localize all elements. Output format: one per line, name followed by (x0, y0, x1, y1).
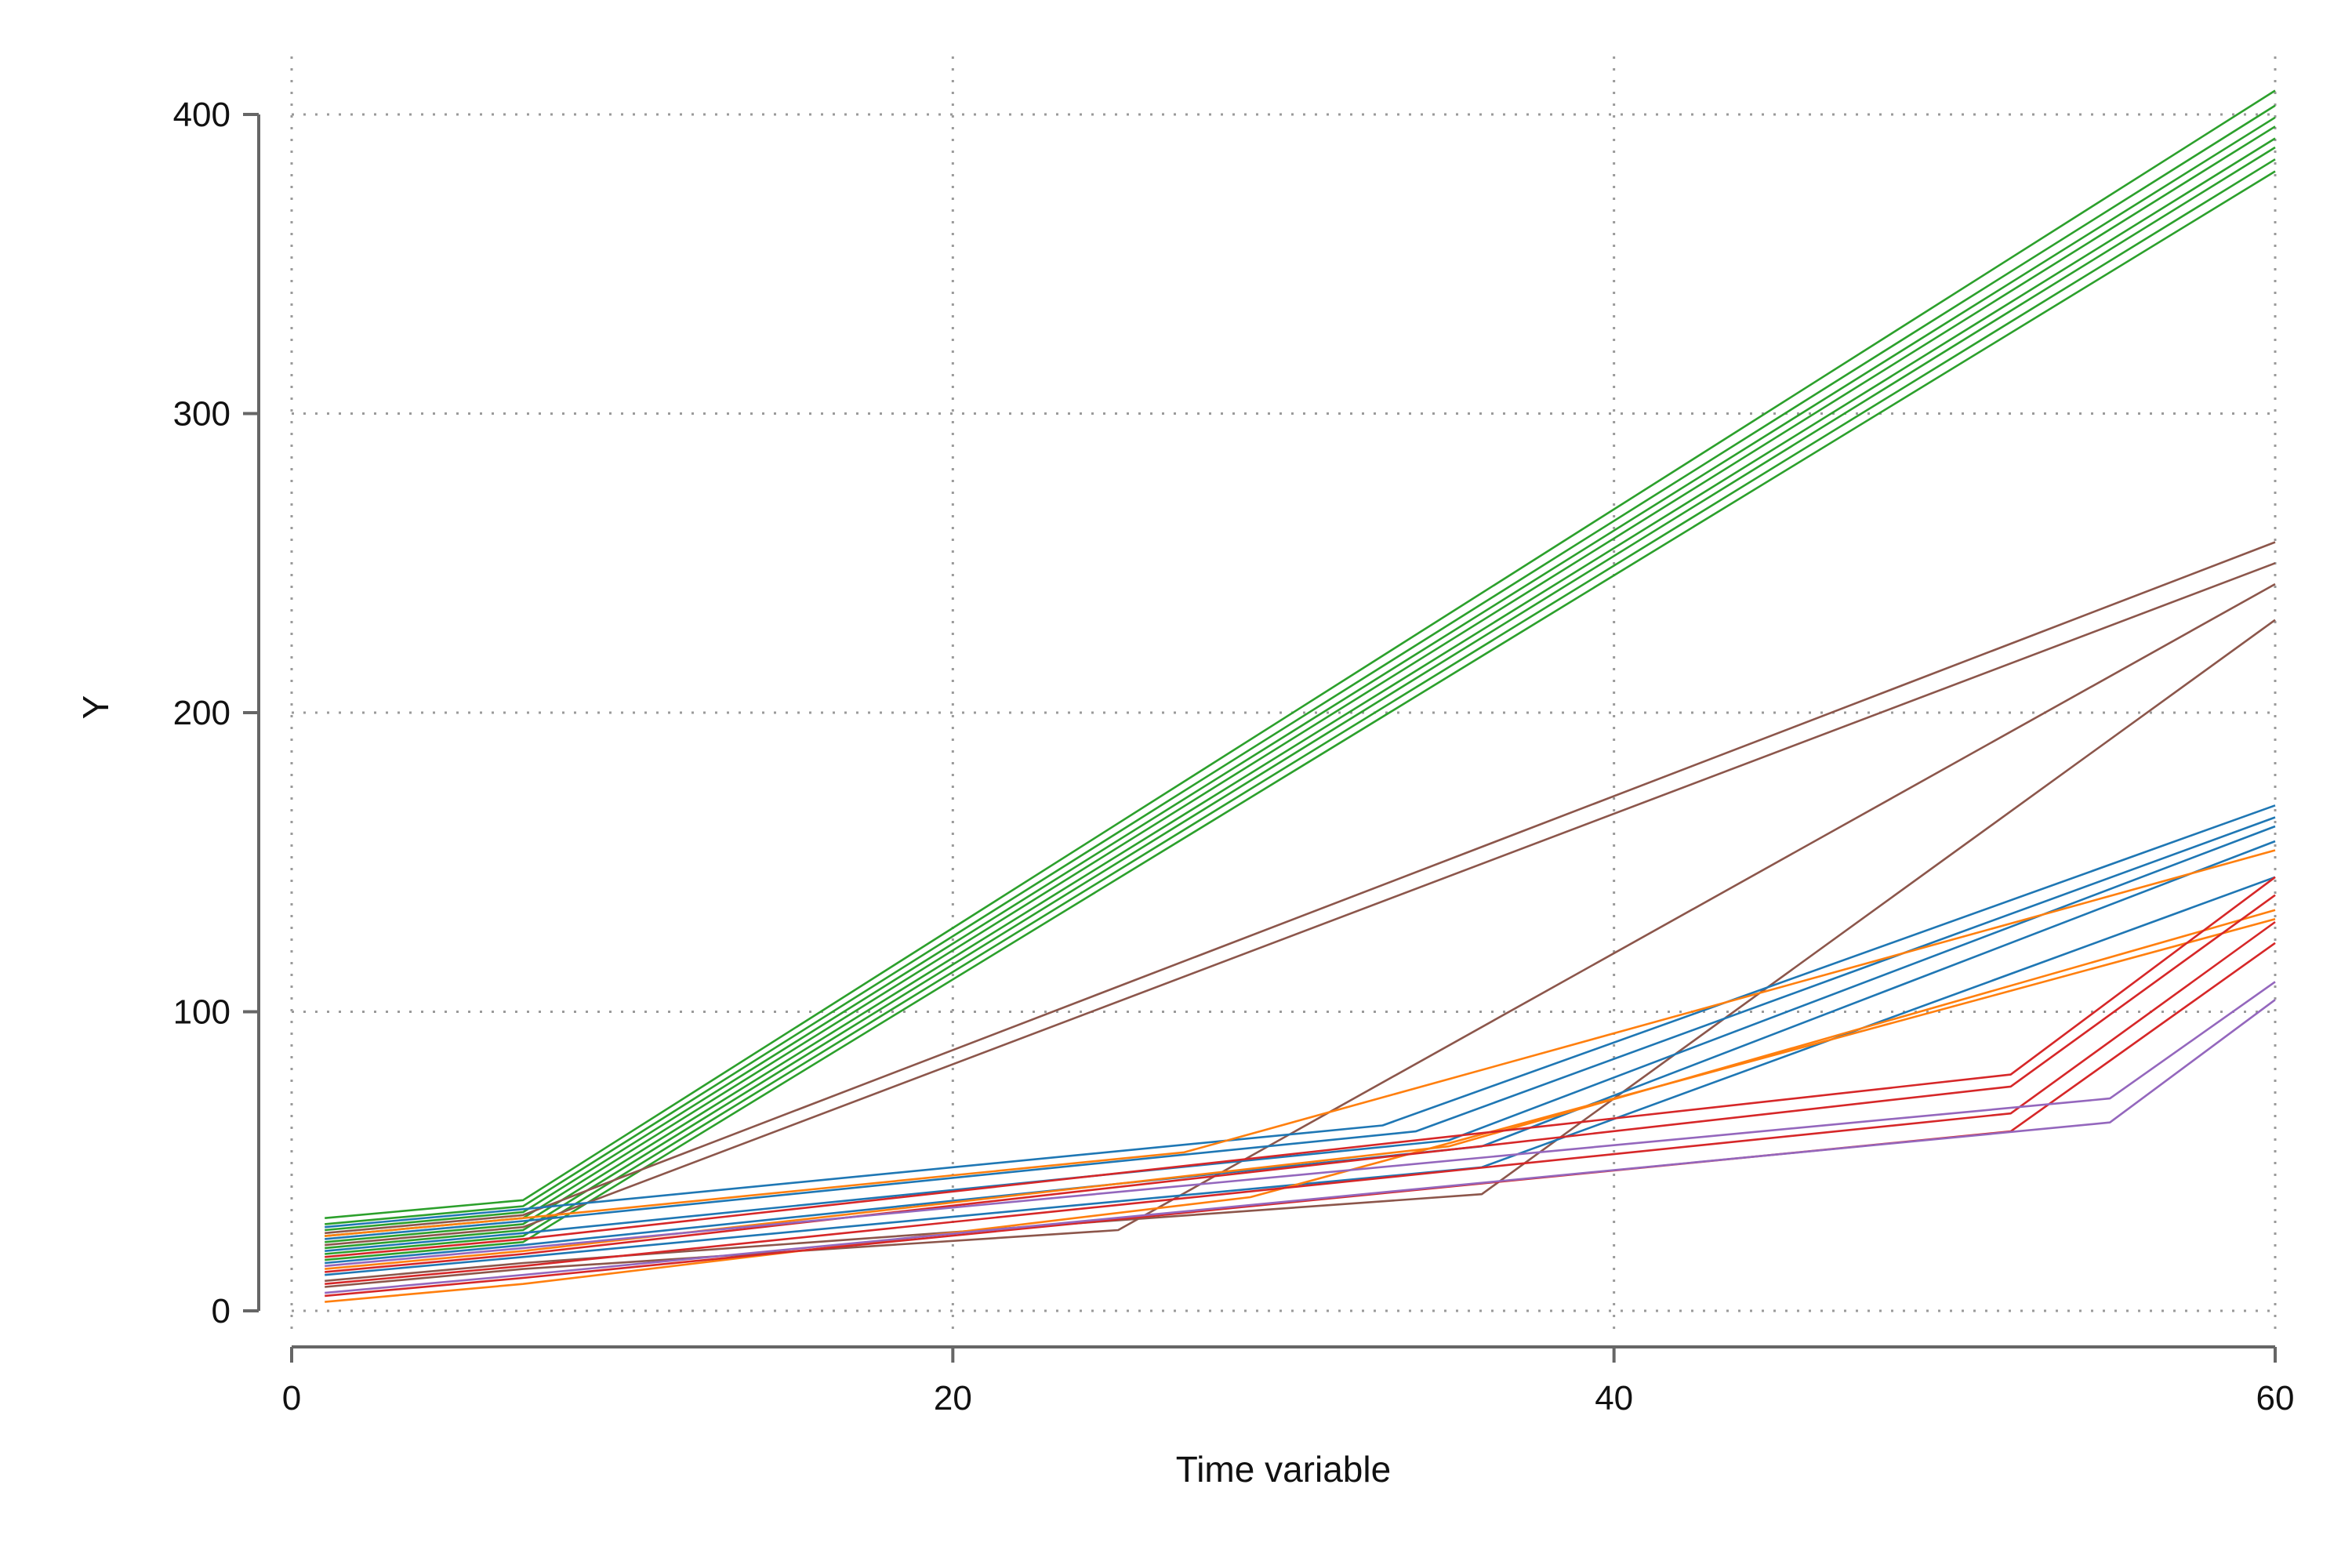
x-tick-label: 60 (2256, 1379, 2295, 1417)
series-line-21 (325, 876, 2276, 1258)
x-axis-title: Time variable (1176, 1449, 1391, 1490)
axes (243, 113, 2277, 1363)
series-line-7 (325, 158, 2276, 1255)
gridlines (290, 56, 2277, 1333)
series-line-17 (325, 876, 2276, 1276)
x-tick-label: 40 (1595, 1379, 1633, 1417)
y-tick-label: 0 (212, 1292, 230, 1330)
series-line-25 (325, 981, 2276, 1268)
series-line-18 (325, 849, 2276, 1237)
series-line-3 (325, 116, 2276, 1232)
series-line-10 (325, 562, 2276, 1247)
series-line-26 (325, 999, 2276, 1294)
series-line-8 (325, 170, 2276, 1261)
series-line-16 (325, 840, 2276, 1265)
tick-labels: 0 100 200 300 400 0 20 40 60 (173, 96, 2295, 1417)
y-tick-label: 100 (173, 993, 230, 1032)
series-line-2 (325, 104, 2276, 1225)
series-line-1 (325, 89, 2276, 1219)
series-line-6 (325, 146, 2276, 1250)
y-tick-label: 400 (173, 96, 230, 134)
series-line-14 (325, 816, 2276, 1240)
series-line-11 (325, 583, 2276, 1288)
series-line-5 (325, 137, 2276, 1243)
series-line-23 (325, 920, 2276, 1285)
y-axis-title: Y (75, 695, 116, 720)
series-line-24 (325, 942, 2276, 1298)
series-line-9 (325, 541, 2276, 1235)
y-tick-label: 200 (173, 694, 230, 732)
series-line-22 (325, 894, 2276, 1273)
series-line-15 (325, 825, 2276, 1252)
y-tick-label: 300 (173, 395, 230, 434)
series-line-4 (325, 125, 2276, 1237)
x-tick-label: 0 (282, 1379, 301, 1417)
series-line-13 (325, 804, 2276, 1229)
series-line-19 (325, 909, 2276, 1270)
data-series (325, 89, 2276, 1303)
x-tick-label: 20 (934, 1379, 972, 1417)
